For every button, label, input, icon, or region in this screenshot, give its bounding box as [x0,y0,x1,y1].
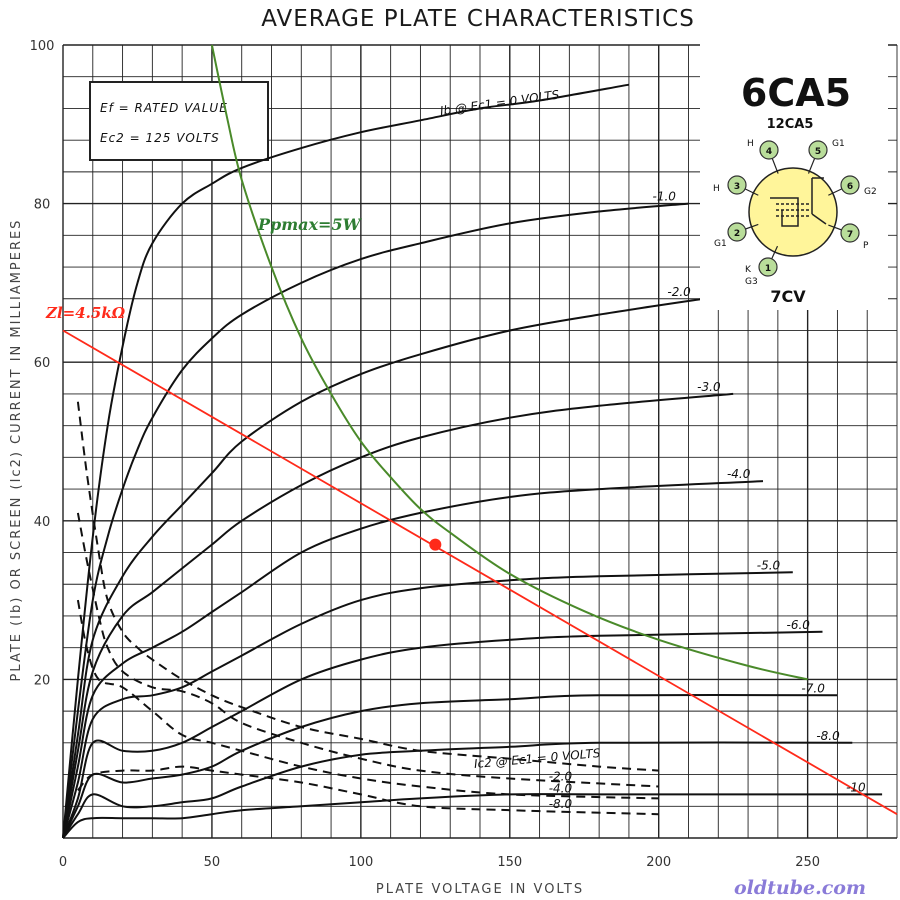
plate-curve-label: -7.0 [801,681,825,695]
load-line [62,329,898,815]
grid-electrode [776,203,810,217]
electrode-line [770,197,799,227]
plate-curve-label: -10 [846,780,866,794]
screen-curve [76,512,659,788]
plate-curve [62,297,704,839]
pin-number: 1 [765,264,771,274]
plate-curve [62,693,838,839]
tube-envelope [748,167,838,257]
screen-curve [76,599,659,800]
plate-curve-label: -1.0 [653,190,677,204]
operating-point [429,538,442,551]
x-axis-label: PLATE VOLTAGE IN VOLTS [376,882,584,897]
pin-label: H [747,139,754,149]
plate-curve-label: Ib @ Ec1 = 0 VOLTS [439,87,560,118]
plate-electrode [811,177,827,225]
plate-curve [62,571,793,839]
pin-circle [840,223,860,243]
plate-curve [62,741,853,839]
screen-curve [77,765,659,816]
plate-curve [62,392,734,839]
y-tick-label: 100 [30,39,55,54]
condition-ec2: Ec2 = 125 VOLTS [100,131,220,145]
pin-label: G1 [714,239,727,249]
screen-curve-label: -2.0 [549,769,573,783]
curves [62,44,898,839]
ppmax-curve [210,44,808,681]
tube-name: 6CA5 [741,71,851,115]
plate-curve-label: -5.0 [757,558,781,572]
pin-circle [727,222,747,242]
y-tick-label: 40 [34,515,51,530]
x-tick-label: 100 [348,855,373,870]
pin-label: K [745,265,752,275]
y-tick-label: 80 [34,198,51,213]
pin-number: 5 [815,147,821,157]
pin-number: 3 [734,182,740,192]
pin-circle [727,175,747,195]
tube-base-code: 7CV [770,287,806,306]
tube-alt-name: 12CA5 [767,117,814,132]
x-tick-label: 250 [795,855,820,870]
plate-curve-label: -3.0 [697,380,721,394]
x-tick-label: 50 [204,855,221,870]
screen-curve-label: -4.0 [549,781,573,795]
plate-curve-label: -4.0 [727,467,751,481]
pin-label: G2 [864,187,877,197]
plate-curve [62,630,823,839]
pin-number: 2 [734,229,740,239]
pin-circle [840,175,860,195]
pin-number: 6 [847,182,853,192]
pin-label: P [863,241,869,251]
plate-curve-label: -6.0 [787,618,811,632]
conditions-box: Ef = RATED VALUE Ec2 = 125 VOLTS [89,81,269,161]
screen-curve [76,401,659,772]
screen-curve-label: -8.0 [549,797,573,811]
pin-label: G1 [832,139,845,149]
chart-title: AVERAGE PLATE CHARACTERISTICS [261,6,695,32]
pin-label: H [713,184,720,194]
plate-curve [62,83,630,839]
plate-curve [62,202,689,839]
pin-number: 7 [847,230,853,240]
screen-curve-label: Ic2 @ Ec1 = 0 VOLTS [473,746,601,771]
x-tick-label: 0 [59,855,67,870]
axis-ticks: 0 50 100 150 200 250 20 40 60 80 100 [30,39,820,870]
tube-base-diagram-icon: 1 K G3 2 G1 3 H 4 H 5 G1 6 G2 7P [713,139,877,287]
y-tick-label: 20 [34,673,51,688]
tube-panel: 6CA5 12CA5 1 K G3 2 G1 3 H 4 H 5 G1 6 G2 7P 7CV [700,42,888,310]
ppmax-label: Ppmax=5W [257,215,363,234]
y-axis-label: PLATE (Ib) OR SCREEN (Ic2) CURRENT IN MI… [9,219,24,682]
plate-curve [62,793,883,839]
condition-ef: Ef = RATED VALUE [100,101,228,115]
watermark: oldtube.com [734,877,866,899]
plate-curve-label: -8.0 [816,729,840,743]
plate-curve [62,480,764,839]
y-tick-label: 60 [34,356,51,371]
pin-circle [808,140,828,160]
pin-circle [758,257,778,277]
plate-curve-label: -2.0 [667,285,691,299]
x-tick-label: 150 [497,855,522,870]
pin-label: G3 [745,277,758,287]
pin-circle [759,140,779,160]
load-line-label: Zl=4.5kΩ [45,304,126,322]
pin-number: 4 [766,147,772,157]
x-tick-label: 200 [646,855,671,870]
